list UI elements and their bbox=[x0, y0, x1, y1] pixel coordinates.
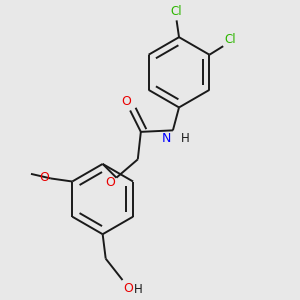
Text: Cl: Cl bbox=[171, 5, 182, 18]
Text: O: O bbox=[105, 176, 115, 189]
Text: O: O bbox=[123, 282, 133, 295]
Text: H: H bbox=[181, 133, 189, 146]
Text: N: N bbox=[162, 132, 171, 145]
Text: O: O bbox=[39, 171, 49, 184]
Text: Cl: Cl bbox=[225, 33, 236, 46]
Text: H: H bbox=[134, 283, 142, 296]
Text: O: O bbox=[122, 95, 131, 108]
